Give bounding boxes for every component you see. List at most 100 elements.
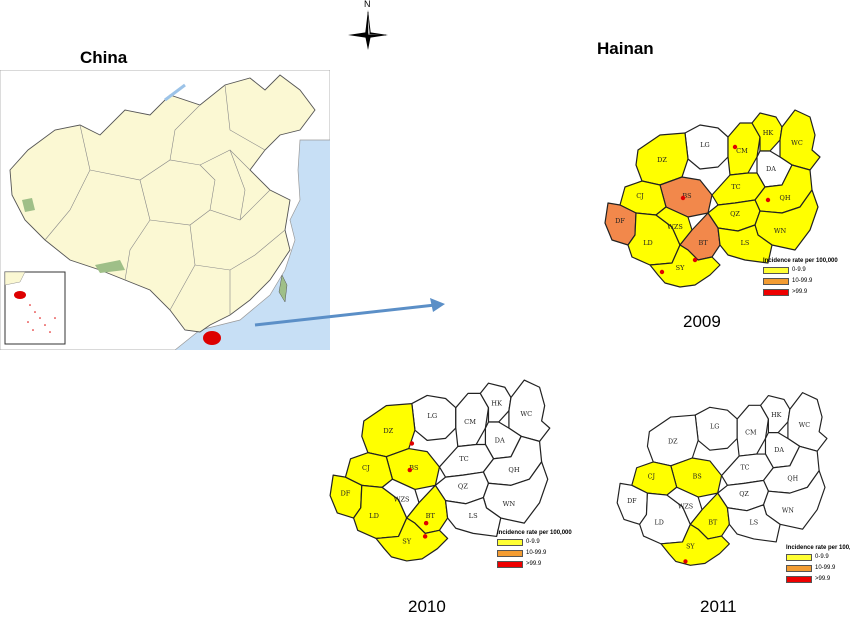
county-label-dz: DZ: [668, 438, 678, 445]
legend-label-high: >99.9: [792, 289, 808, 295]
county-label-ls: LS: [749, 519, 758, 526]
legend-swatch-high: [497, 560, 523, 568]
case-dot: [423, 520, 429, 526]
legend-swatch-mid: [497, 549, 523, 557]
county-label-wzs: WZS: [678, 504, 693, 511]
county-label-tc: TC: [740, 465, 749, 472]
county-label-wzs: WZS: [667, 223, 683, 231]
county-label-bt: BT: [426, 512, 436, 520]
county-label-hk: HK: [491, 400, 503, 408]
county-label-df: DF: [615, 217, 625, 225]
legend-label-high: >99.9: [526, 561, 542, 567]
case-dot: [732, 144, 738, 150]
county-label-wzs: WZS: [394, 496, 410, 504]
china-map: [0, 70, 330, 350]
county-label-cm: CM: [736, 147, 748, 155]
county-label-wc: WC: [799, 422, 811, 429]
county-sy-2010: [375, 517, 449, 562]
county-label-df: DF: [340, 490, 350, 498]
hainan-title: Hainan: [597, 39, 654, 58]
sea: [175, 140, 330, 350]
county-label-bt: BT: [708, 519, 718, 526]
county-label-bs: BS: [409, 464, 419, 472]
legend-title: Incidence rate per 100,000: [786, 545, 850, 551]
compass-n-label: N: [364, 0, 371, 9]
legend-swatch-high: [763, 288, 789, 296]
year-label-2009: 2009: [683, 312, 721, 331]
county-label-dz: DZ: [383, 427, 393, 435]
county-label-wc: WC: [520, 410, 532, 418]
county-label-da: DA: [774, 447, 784, 454]
county-label-dz: DZ: [657, 156, 667, 164]
china-land: [9, 74, 316, 333]
legend-title: Incidence rate per 100,000: [497, 530, 572, 536]
county-label-tc: TC: [731, 183, 740, 191]
hainan-map-2010: LG CM HK WC DZ DA BS TC CJ QH DF QZ WN LD WZS BT LS SY: [329, 379, 551, 562]
county-label-sy: SY: [686, 544, 695, 551]
county-label-bt: BT: [698, 239, 708, 247]
county-label-lg: LG: [710, 424, 719, 431]
legend-swatch-high: [786, 575, 812, 583]
county-label-ls: LS: [741, 239, 750, 247]
legend-label-high: >99.9: [815, 576, 831, 582]
legend-swatch-mid: [763, 277, 789, 285]
legend-label-low: 0-9.9: [526, 539, 540, 545]
hainan-map-2009: LG CM HK WC DZ DA BS TC CJ QH DF QZ WN LD WZS BT LS SY: [604, 109, 821, 288]
legend-swatch-low: [786, 553, 812, 561]
year-label-2011: 2011: [700, 597, 737, 616]
legend-swatch-mid: [786, 564, 812, 572]
county-label-cj: CJ: [648, 473, 656, 480]
hainan-map-2011: LG CM HK WC DZ DA BS TC CJ QH DF QZ WN LD WZS BT LS SY: [616, 392, 828, 566]
county-label-df: DF: [627, 498, 637, 505]
legend-label-low: 0-9.9: [815, 554, 829, 560]
legend-2010: Incidence rate per 100,000 0-9.9 10-99.9…: [497, 530, 587, 569]
county-label-qz: QZ: [458, 482, 468, 490]
county-label-ls: LS: [469, 512, 478, 520]
case-dot: [765, 197, 771, 203]
county-label-qz: QZ: [739, 491, 749, 498]
county-label-wc: WC: [791, 139, 803, 147]
county-label-tc: TC: [459, 455, 469, 463]
legend-swatch-low: [497, 538, 523, 546]
county-ls-2010: [444, 496, 502, 538]
legend-label-mid: 10-99.9: [792, 278, 813, 284]
north-arrow-icon: N: [346, 0, 390, 52]
legend-2011: Incidence rate per 100,000 0-9.9 10-99.9…: [786, 545, 850, 584]
county-label-lg: LG: [700, 141, 710, 149]
county-label-sy: SY: [402, 538, 412, 546]
case-dot: [683, 559, 688, 564]
county-label-qh: QH: [780, 194, 791, 202]
county-label-qh: QH: [787, 475, 798, 482]
county-label-sy: SY: [676, 264, 685, 272]
county-sy-2009: [649, 244, 721, 288]
case-dot: [680, 195, 686, 201]
county-label-hk: HK: [771, 412, 782, 419]
case-dot: [407, 467, 413, 473]
south-china-sea-inset: [4, 271, 66, 345]
county-wc-2009: [779, 109, 821, 171]
county-wc-2011: [787, 392, 828, 452]
county-label-wn: WN: [774, 227, 787, 235]
county-sy-2011: [660, 523, 730, 566]
county-label-da: DA: [495, 436, 505, 444]
legend-2009: Incidence rate per 100,000 0-9.9 10-99.9…: [763, 258, 850, 297]
legend-label-low: 0-9.9: [792, 267, 806, 273]
county-label-ld: LD: [369, 512, 379, 520]
county-label-da: DA: [766, 165, 776, 173]
year-label-2010: 2010: [408, 597, 446, 616]
case-dot: [422, 534, 428, 539]
county-label-qz: QZ: [730, 210, 740, 218]
county-label-hk: HK: [763, 129, 774, 137]
case-dot: [659, 269, 665, 275]
county-wc-2010: [508, 379, 551, 443]
county-label-cj: CJ: [362, 464, 370, 472]
legend-title: Incidence rate per 100,000: [763, 258, 838, 264]
county-label-bs: BS: [693, 473, 702, 480]
county-label-cm: CM: [464, 418, 476, 426]
case-dot: [692, 257, 698, 263]
county-label-qh: QH: [508, 466, 519, 474]
county-label-ld: LD: [643, 239, 653, 247]
county-label-wn: WN: [782, 508, 795, 515]
hainan-highlight: [203, 331, 221, 345]
county-label-lg: LG: [427, 412, 437, 420]
